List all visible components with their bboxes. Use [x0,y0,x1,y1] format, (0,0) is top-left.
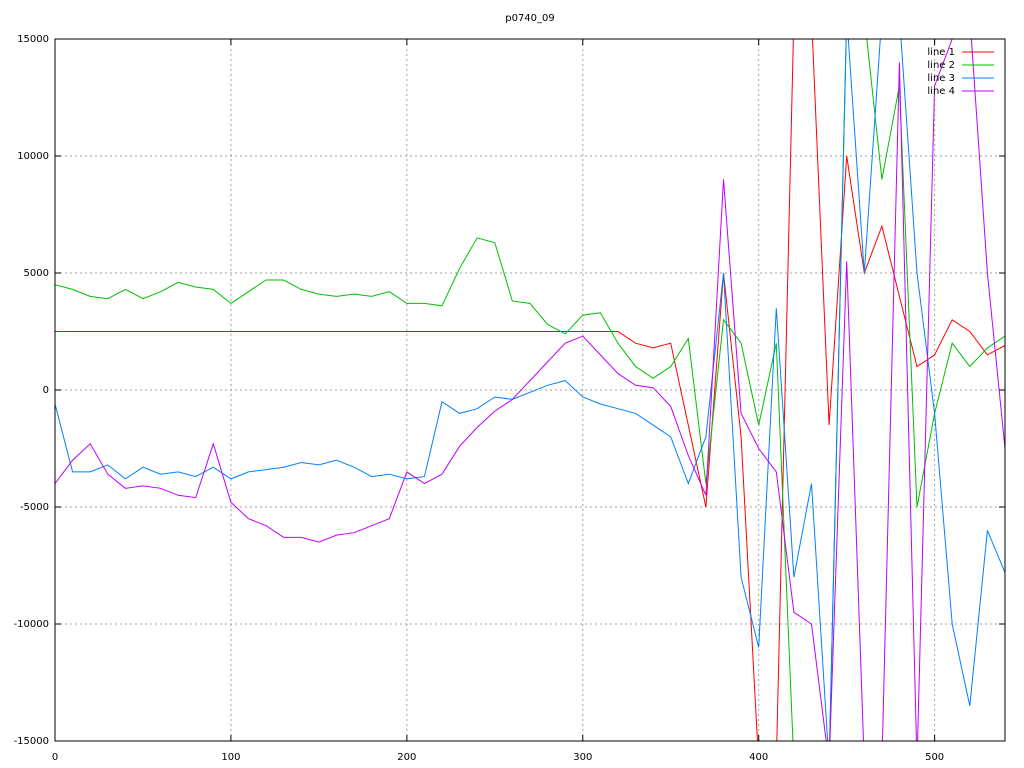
data-line [55,39,1005,741]
x-tick-label: 100 [221,752,240,763]
y-tick-label: 10000 [17,151,49,162]
legend-label: line 1 [927,47,955,58]
legend-label: line 3 [927,73,955,84]
y-tick-label: -5000 [20,502,49,513]
x-tick-label: 500 [925,752,944,763]
legend-label: line 4 [927,86,955,97]
y-tick-label: -15000 [14,736,49,747]
data-line [55,39,1005,741]
y-tick-label: 5000 [24,268,49,279]
legend: line 1 line 2 line 3 line 4 [927,47,994,97]
x-tick-label: 0 [52,752,58,763]
legend-label: line 2 [927,60,955,71]
chart-title: p0740_09 [505,13,555,24]
x-tick-label: 400 [749,752,768,763]
y-tick-label: -10000 [14,619,49,630]
y-tick-label: 0 [43,385,49,396]
data-line [55,39,1005,741]
grid [54,38,1005,742]
plot-lines [55,39,1005,741]
y-tick-label: 15000 [17,34,49,45]
data-line [55,39,1005,741]
x-tick-label: 300 [573,752,592,763]
x-tick-label: 200 [397,752,416,763]
